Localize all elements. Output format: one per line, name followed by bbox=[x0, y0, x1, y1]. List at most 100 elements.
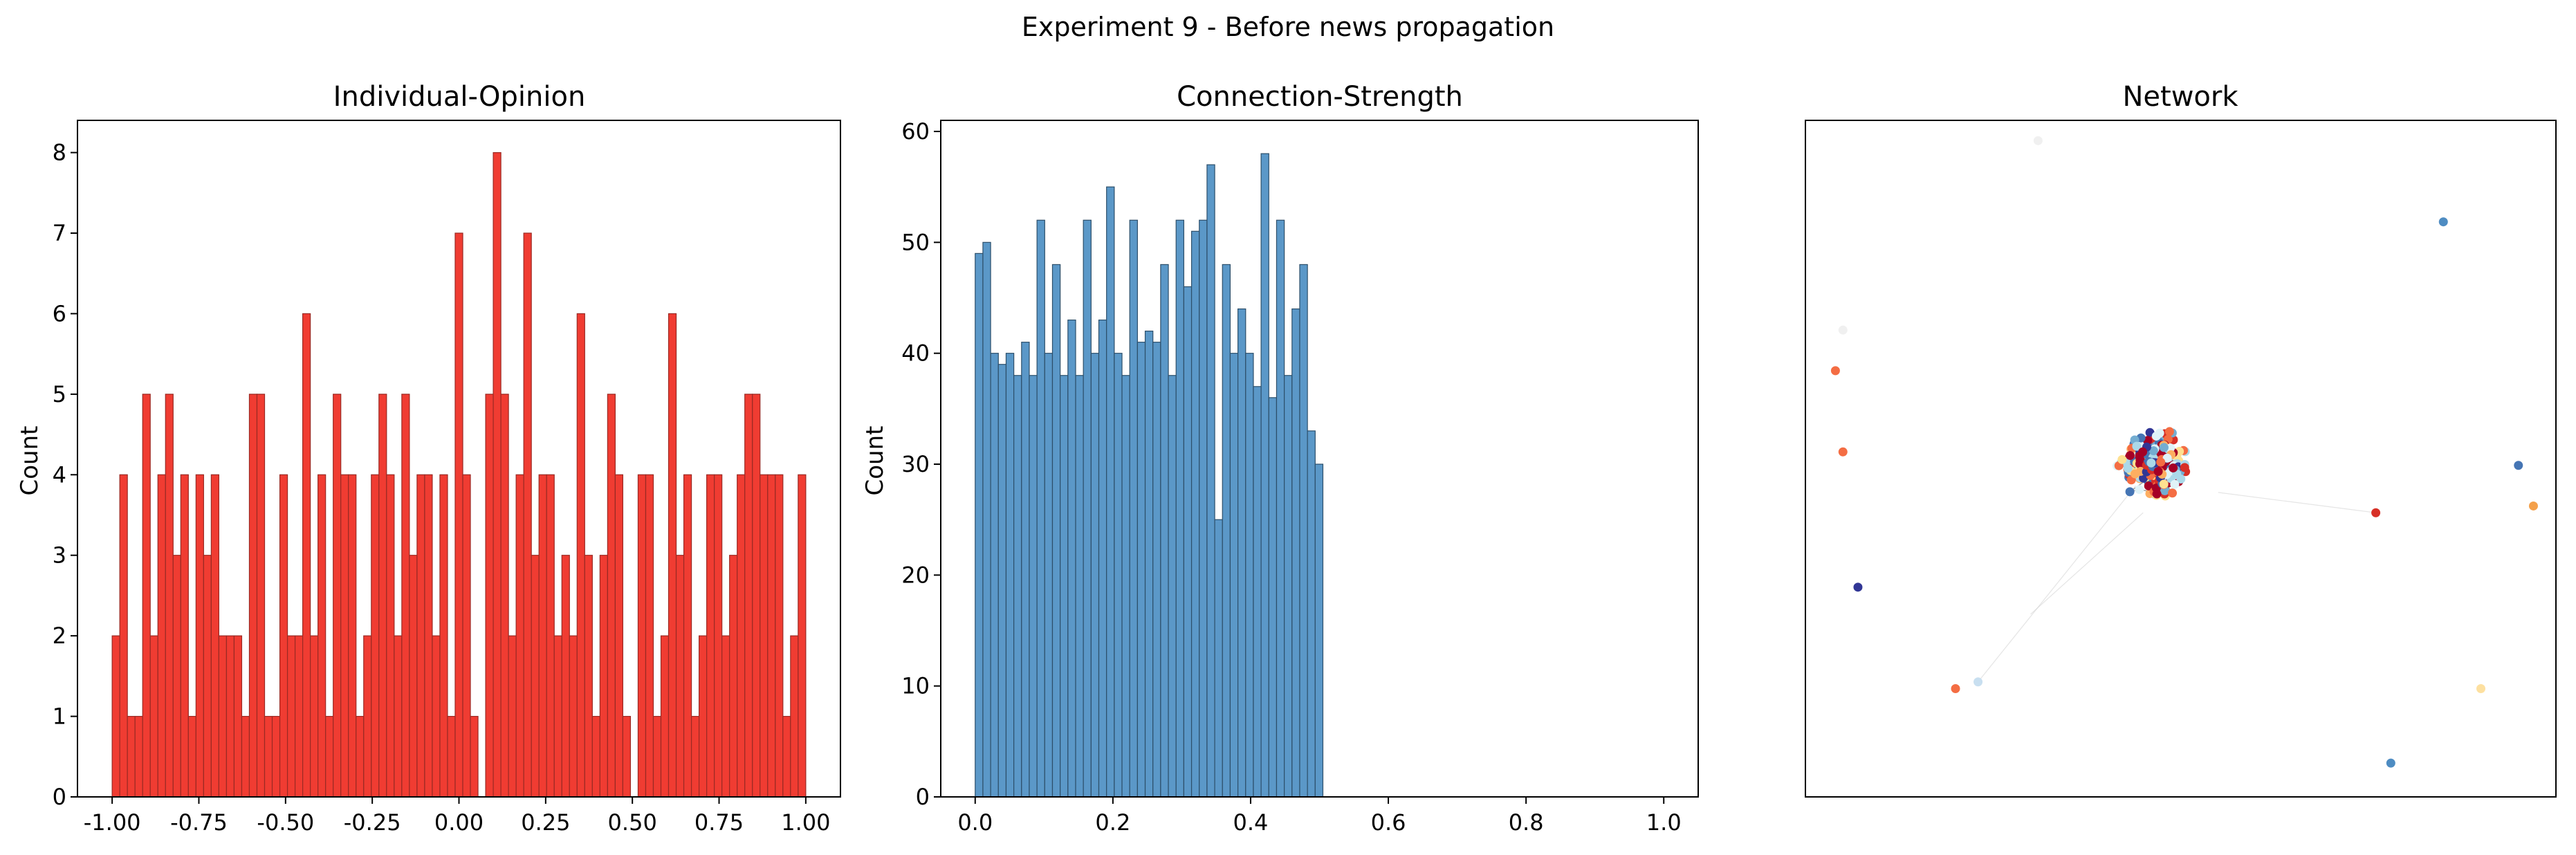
strength-y-ticks: 0 10 20 30 40 50 60 bbox=[901, 118, 941, 810]
strength-bar bbox=[1190, 230, 1200, 798]
opinion-bar bbox=[134, 715, 143, 798]
strength-bar bbox=[1199, 219, 1208, 798]
opinion-bar bbox=[416, 474, 425, 798]
strength-x-tick-label: 1.0 bbox=[1646, 809, 1682, 836]
strength-bar bbox=[1229, 353, 1239, 798]
opinion-bar bbox=[310, 635, 319, 798]
network-node bbox=[2144, 481, 2153, 490]
strength-bar bbox=[1314, 463, 1324, 798]
strength-bar bbox=[1237, 308, 1246, 798]
opinion-bar bbox=[675, 555, 685, 798]
opinion-bar bbox=[576, 313, 585, 798]
strength-y-tick-label: 20 bbox=[901, 562, 930, 588]
opinion-bar bbox=[447, 715, 456, 798]
strength-plot-frame bbox=[940, 120, 1699, 798]
network-node bbox=[2386, 758, 2395, 768]
strength-bar bbox=[1260, 153, 1269, 798]
network-node bbox=[2123, 463, 2133, 473]
strength-bar bbox=[1036, 219, 1045, 798]
opinion-bar bbox=[714, 474, 723, 798]
opinion-bar bbox=[721, 635, 730, 798]
strength-bar bbox=[1114, 353, 1123, 798]
opinion-y-tick-label: 5 bbox=[53, 381, 66, 407]
opinion-bar bbox=[180, 474, 189, 798]
strength-x-tick-label: 0.0 bbox=[957, 809, 993, 836]
opinion-bar bbox=[744, 394, 753, 798]
opinion-bar bbox=[218, 635, 228, 798]
opinion-y-tick-label: 2 bbox=[53, 623, 66, 649]
opinion-bar bbox=[172, 555, 181, 798]
opinion-x-tick-label: -0.50 bbox=[257, 809, 314, 836]
opinion-bar bbox=[279, 474, 288, 798]
opinion-bar bbox=[470, 715, 479, 798]
opinion-bar bbox=[531, 555, 540, 798]
strength-bar bbox=[975, 252, 984, 798]
opinion-bar bbox=[271, 715, 281, 798]
opinion-bar bbox=[294, 635, 304, 798]
network-node bbox=[2168, 488, 2178, 498]
strength-bar bbox=[1268, 397, 1278, 798]
network-node bbox=[2176, 474, 2186, 484]
network-node bbox=[1974, 677, 1983, 687]
opinion-bar bbox=[378, 394, 387, 798]
strength-panel: Connection-Strength Count 0102030405060 … bbox=[861, 81, 1699, 836]
opinion-x-tick-label: -0.75 bbox=[170, 809, 228, 836]
network-node bbox=[2135, 485, 2144, 495]
opinion-y-ticks: 0 1 2 3 4 5 6 7 8 bbox=[53, 140, 77, 810]
opinion-bar bbox=[325, 715, 334, 798]
strength-bar bbox=[1214, 519, 1223, 798]
network-panel: Network bbox=[1805, 81, 2557, 798]
opinion-bar bbox=[538, 474, 547, 798]
opinion-bar bbox=[302, 313, 311, 798]
strength-bar bbox=[1013, 375, 1022, 798]
network-edge bbox=[2030, 512, 2144, 615]
strength-bar bbox=[997, 364, 1007, 798]
strength-bar bbox=[1206, 164, 1215, 798]
opinion-bar bbox=[485, 394, 494, 798]
strength-x-ticks: 0.0 0.2 0.4 0.6 0.8 1.0 bbox=[957, 797, 1682, 836]
strength-bar bbox=[1090, 353, 1100, 798]
strength-bar bbox=[1245, 353, 1254, 798]
network-node bbox=[2164, 427, 2174, 436]
network-node bbox=[2131, 469, 2140, 479]
opinion-bar bbox=[401, 394, 410, 798]
opinion-bar bbox=[226, 635, 235, 798]
opinion-bar bbox=[203, 555, 212, 798]
strength-y-tick-label: 0 bbox=[916, 784, 930, 810]
strength-bar bbox=[1083, 219, 1092, 798]
strength-bar bbox=[990, 353, 999, 798]
strength-bar bbox=[1098, 319, 1107, 798]
opinion-bar bbox=[690, 715, 700, 798]
opinion-bar bbox=[798, 474, 807, 798]
opinion-x-tick-label: 0.25 bbox=[521, 809, 570, 836]
opinion-bar bbox=[652, 715, 662, 798]
opinion-bar bbox=[599, 555, 608, 798]
strength-bar bbox=[1160, 264, 1169, 798]
opinion-x-tick-label: 0.00 bbox=[434, 809, 484, 836]
opinion-y-tick-label: 4 bbox=[53, 461, 66, 488]
network-node bbox=[2438, 217, 2448, 227]
strength-y-axis-label: Count bbox=[861, 426, 889, 496]
strength-chart-title: Connection-Strength bbox=[1177, 81, 1463, 113]
network-node bbox=[2476, 684, 2485, 694]
opinion-bar bbox=[508, 635, 517, 798]
strength-bar bbox=[1121, 375, 1130, 798]
opinion-bar bbox=[157, 474, 166, 798]
strength-x-tick-label: 0.2 bbox=[1095, 809, 1130, 836]
opinion-x-tick-label: 0.75 bbox=[694, 809, 744, 836]
opinion-bar bbox=[706, 474, 715, 798]
strength-bar bbox=[1029, 375, 1038, 798]
network-plot-frame bbox=[1805, 120, 2557, 798]
network-node bbox=[2180, 463, 2189, 472]
opinion-bar bbox=[356, 715, 365, 798]
opinion-bar bbox=[432, 635, 441, 798]
strength-bar bbox=[1005, 353, 1015, 798]
network-node bbox=[2159, 443, 2169, 452]
network-node bbox=[2162, 453, 2172, 463]
opinion-x-tick-label: 0.50 bbox=[608, 809, 657, 836]
opinion-bar bbox=[363, 635, 372, 798]
opinion-bar bbox=[195, 474, 204, 798]
opinion-bar bbox=[767, 474, 776, 798]
opinion-bar bbox=[142, 394, 151, 798]
opinion-bar bbox=[782, 715, 791, 798]
